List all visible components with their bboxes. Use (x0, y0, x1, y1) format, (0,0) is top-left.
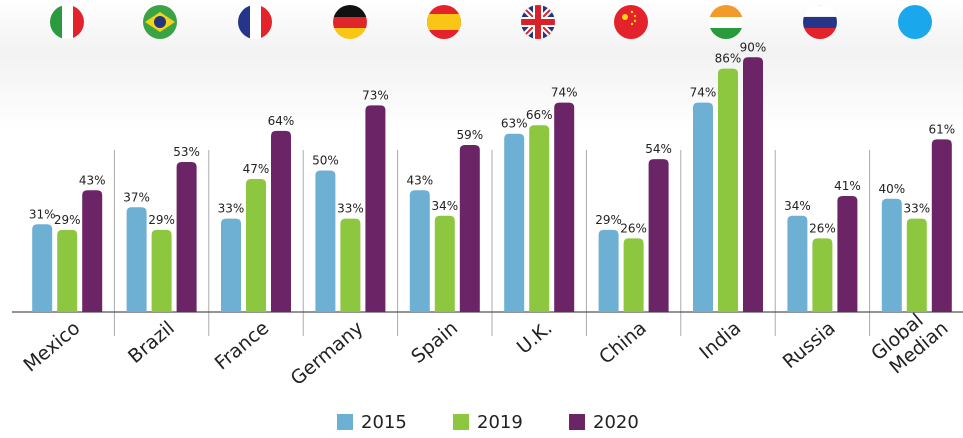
bar (434, 215, 455, 312)
bar (32, 224, 53, 312)
bar (365, 105, 386, 312)
value-label: 33% (218, 202, 245, 216)
legend-label: 2020 (593, 412, 639, 433)
bar (57, 229, 78, 312)
flag-germany (333, 5, 367, 39)
value-label: 53% (173, 145, 200, 159)
value-label: 33% (337, 202, 364, 216)
value-label: 40% (878, 182, 905, 196)
bar (787, 215, 808, 312)
value-label: 29% (595, 213, 622, 227)
bar (126, 207, 147, 312)
value-label: 43% (79, 173, 106, 187)
value-label: 41% (834, 179, 861, 193)
value-label: 74% (551, 86, 578, 100)
bar (504, 133, 525, 312)
bar (837, 195, 858, 312)
bar (271, 130, 291, 312)
value-label: 50% (312, 154, 339, 168)
legend-label: 2019 (477, 412, 523, 433)
flag-uk (521, 5, 555, 39)
bar (743, 57, 763, 312)
bar (246, 178, 266, 312)
bar (881, 198, 902, 312)
flag-france (238, 5, 272, 39)
value-label: 54% (645, 142, 672, 156)
value-label: 26% (620, 221, 647, 235)
value-label: 43% (406, 173, 433, 187)
value-label: 86% (715, 52, 742, 66)
value-label: 63% (501, 117, 528, 131)
bar (459, 145, 480, 312)
value-label: 37% (123, 190, 150, 204)
value-label: 33% (903, 202, 930, 216)
bar (409, 190, 430, 312)
flag-china (614, 5, 648, 39)
bar (221, 218, 241, 312)
bar (693, 102, 713, 312)
bar (82, 190, 103, 312)
value-label: 31% (29, 207, 56, 221)
bar (931, 139, 952, 312)
bar (623, 238, 644, 312)
value-label: 29% (148, 213, 175, 227)
flags (50, 5, 932, 39)
value-label: 74% (690, 86, 717, 100)
bar (315, 170, 336, 312)
bar (176, 162, 197, 312)
bar (812, 238, 833, 312)
bar (554, 102, 575, 312)
flag-india (709, 5, 743, 39)
value-label: 47% (243, 162, 270, 176)
legend-swatch (337, 414, 353, 430)
value-label: 90% (740, 40, 767, 54)
bar (718, 68, 738, 313)
value-label: 34% (431, 199, 458, 213)
legend-swatch (453, 414, 469, 430)
value-label: 66% (526, 108, 553, 122)
value-label: 61% (928, 122, 955, 136)
bar (151, 229, 172, 312)
flag-russia (803, 5, 837, 39)
bar (648, 159, 669, 312)
value-label: 26% (809, 221, 836, 235)
value-label: 29% (54, 213, 81, 227)
legend-label: 2015 (361, 412, 407, 433)
bar (906, 218, 927, 312)
bar (340, 218, 361, 312)
value-label: 73% (362, 88, 389, 102)
value-label: 64% (268, 114, 295, 128)
legend-swatch (569, 414, 585, 430)
value-label: 34% (784, 199, 811, 213)
flag-spain (427, 5, 461, 39)
flag-brazil (143, 5, 177, 39)
bar (529, 125, 550, 312)
globe-icon (898, 5, 932, 39)
value-label: 59% (456, 128, 483, 142)
bar (598, 229, 619, 312)
flag-italy (50, 5, 84, 39)
